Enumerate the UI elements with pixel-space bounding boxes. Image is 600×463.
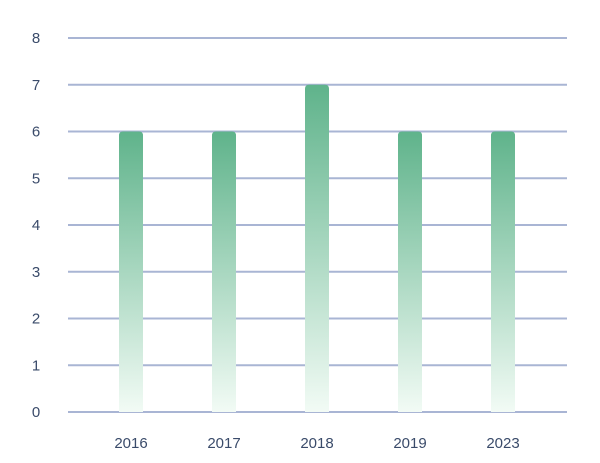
bar-2017 (212, 131, 236, 412)
y-tick-label: 4 (32, 217, 40, 234)
y-tick-label: 6 (32, 124, 40, 141)
bar-2019 (398, 131, 422, 412)
y-tick-label: 8 (32, 30, 40, 47)
x-tick-label: 2017 (207, 435, 240, 452)
y-tick-label: 3 (32, 264, 40, 281)
y-tick-label: 1 (32, 357, 40, 374)
x-axis-ticks: 2016 2017 2018 2019 2023 (114, 435, 519, 452)
x-tick-label: 2018 (300, 435, 333, 452)
y-tick-label: 2 (32, 311, 40, 328)
bar-2018 (305, 84, 329, 412)
x-tick-label: 2023 (486, 435, 519, 452)
x-tick-label: 2019 (393, 435, 426, 452)
x-tick-label: 2016 (114, 435, 147, 452)
y-axis-ticks: 0 1 2 3 4 5 6 7 8 (32, 30, 40, 421)
y-tick-label: 7 (32, 77, 40, 94)
y-tick-label: 0 (32, 404, 40, 421)
bar-2016 (119, 131, 143, 412)
y-tick-label: 5 (32, 170, 40, 187)
bars (119, 84, 515, 412)
bar-2023 (491, 131, 515, 412)
